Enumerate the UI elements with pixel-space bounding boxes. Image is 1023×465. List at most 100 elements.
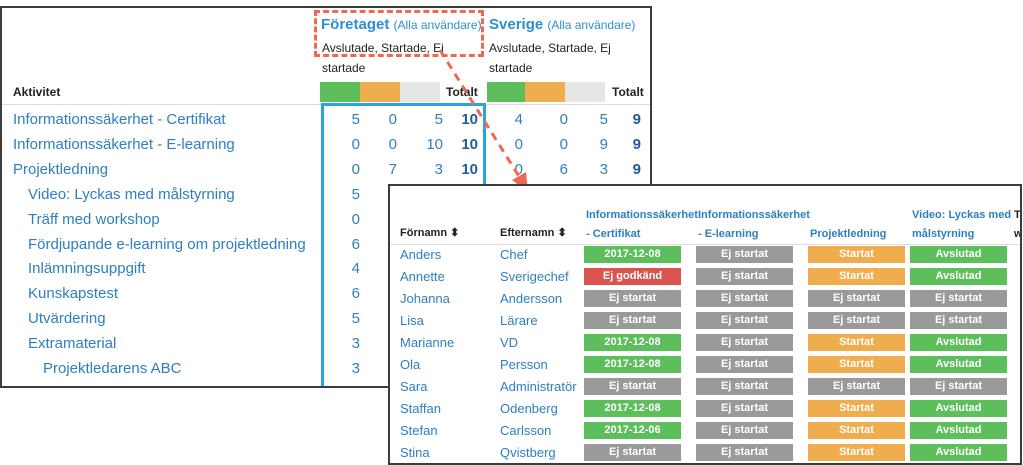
col-certifikat-header[interactable]: Informationssäkerhet - Certifikat bbox=[586, 206, 698, 244]
company-title[interactable]: Företaget bbox=[321, 16, 390, 33]
status-badge[interactable]: Ej startat bbox=[808, 378, 905, 395]
firstname-link[interactable]: Marianne bbox=[400, 335, 455, 350]
status-badge[interactable]: 2017-12-08 bbox=[584, 246, 681, 263]
lastname-sort-header[interactable]: Efternamn ⬍ bbox=[500, 227, 567, 239]
activity-name-link[interactable]: Kunskapstest bbox=[28, 285, 119, 303]
company-count-cell[interactable]: 0 bbox=[351, 160, 360, 178]
status-badge[interactable]: Avslutad bbox=[910, 422, 1007, 439]
status-badge[interactable]: Ej startat bbox=[808, 290, 905, 307]
activity-name-link[interactable]: Träff med workshop bbox=[28, 210, 160, 228]
company-count-cell[interactable]: 6 bbox=[351, 235, 360, 253]
status-badge[interactable]: Ej startat bbox=[584, 290, 681, 307]
activity-row[interactable]: Träff med workshop 0 bbox=[2, 208, 650, 233]
company-count-cell[interactable]: 5 bbox=[351, 310, 360, 328]
country-count-cell[interactable]: 4 bbox=[514, 111, 523, 128]
status-badge[interactable]: Ej startat bbox=[584, 444, 681, 461]
country-count-cell[interactable]: 0 bbox=[559, 111, 568, 128]
status-badge[interactable]: Ej startat bbox=[696, 444, 793, 461]
status-badge[interactable]: 2017-12-08 bbox=[584, 400, 681, 417]
col-projektledning-header[interactable]: Projektledning bbox=[810, 228, 887, 240]
status-badge[interactable]: Ej startat bbox=[584, 312, 681, 329]
status-badge[interactable]: 2017-12-06 bbox=[584, 422, 681, 439]
col-next-header[interactable]: T w bbox=[1014, 206, 1020, 244]
col-video-header[interactable]: Video: Lyckas med målstyrning bbox=[912, 206, 1011, 244]
status-badge[interactable]: Avslutad bbox=[910, 334, 1007, 351]
lastname-link[interactable]: Persson bbox=[500, 357, 548, 372]
status-badge[interactable]: Avslutad bbox=[910, 268, 1007, 285]
status-badge[interactable]: Startat bbox=[808, 356, 905, 373]
status-badge[interactable]: Ej startat bbox=[696, 312, 793, 329]
activity-name-link[interactable]: Projektledarens ABC bbox=[43, 360, 182, 377]
firstname-link[interactable]: Johanna bbox=[400, 291, 450, 306]
company-count-cell[interactable]: 0 bbox=[351, 210, 360, 228]
company-column-header[interactable]: Företaget (Alla användare) bbox=[321, 16, 482, 33]
company-count-cell[interactable]: 5 bbox=[351, 111, 360, 128]
country-count-cell[interactable]: 0 bbox=[514, 135, 523, 153]
lastname-link[interactable]: Administratör bbox=[500, 379, 577, 394]
activity-row[interactable]: Utvärdering 5 bbox=[2, 307, 650, 332]
status-badge[interactable]: Ej startat bbox=[910, 290, 1007, 307]
status-badge[interactable]: Avslutad bbox=[910, 400, 1007, 417]
company-count-cell[interactable]: 3 bbox=[351, 335, 360, 353]
country-total-cell[interactable]: 9 bbox=[632, 160, 641, 178]
activity-name-link[interactable]: Projektledning bbox=[13, 160, 109, 178]
country-count-cell[interactable]: 9 bbox=[599, 135, 608, 153]
lastname-link[interactable]: Lärare bbox=[500, 313, 538, 328]
lastname-link[interactable]: VD bbox=[500, 335, 519, 350]
activity-row[interactable]: Video: Lyckas med målstyrning 5 bbox=[2, 183, 650, 208]
firstname-link[interactable]: Sara bbox=[400, 379, 428, 394]
status-badge[interactable]: Ej startat bbox=[696, 268, 793, 285]
lastname-link[interactable]: Odenberg bbox=[500, 401, 558, 416]
company-count-cell[interactable]: 6 bbox=[351, 285, 360, 303]
company-count-cell[interactable]: 0 bbox=[388, 135, 397, 153]
country-user-filter[interactable]: (Alla användare) bbox=[547, 18, 636, 32]
firstname-link[interactable]: Lisa bbox=[400, 313, 424, 328]
firstname-link[interactable]: Anders bbox=[400, 247, 442, 262]
country-count-cell[interactable]: 3 bbox=[599, 160, 608, 178]
company-count-cell[interactable]: 4 bbox=[351, 260, 360, 278]
company-count-cell[interactable]: 0 bbox=[388, 111, 397, 128]
firstname-sort-header[interactable]: Förnamn ⬍ bbox=[400, 227, 460, 239]
country-count-cell[interactable]: 0 bbox=[514, 160, 523, 178]
status-badge[interactable]: Ej startat bbox=[696, 356, 793, 373]
status-badge[interactable]: Startat bbox=[808, 268, 905, 285]
status-badge[interactable]: Ej startat bbox=[808, 312, 905, 329]
lastname-link[interactable]: Carlsson bbox=[500, 423, 552, 438]
status-badge[interactable]: Startat bbox=[808, 400, 905, 417]
country-column-header[interactable]: Sverige (Alla användare) bbox=[489, 16, 635, 33]
company-user-filter[interactable]: (Alla användare) bbox=[393, 18, 482, 32]
activity-row[interactable]: Fördjupande e-learning om projektledning… bbox=[2, 233, 650, 258]
status-badge[interactable]: Ej startat bbox=[696, 422, 793, 439]
status-badge[interactable]: Ej startat bbox=[696, 290, 793, 307]
activity-row[interactable]: Inlämningsuppgift 4 bbox=[2, 257, 650, 282]
activity-row[interactable]: Kunskapstest 6 bbox=[2, 282, 650, 307]
company-count-cell[interactable]: 5 bbox=[351, 185, 360, 203]
country-total-cell[interactable]: 9 bbox=[632, 135, 641, 153]
status-badge[interactable]: Ej startat bbox=[696, 334, 793, 351]
status-badge[interactable]: Startat bbox=[808, 334, 905, 351]
company-count-cell[interactable]: 7 bbox=[388, 160, 397, 178]
firstname-link[interactable]: Stina bbox=[400, 445, 430, 460]
country-count-cell[interactable]: 0 bbox=[559, 135, 568, 153]
activity-name-link[interactable]: Extramaterial bbox=[28, 335, 117, 353]
activity-row[interactable]: Extramaterial 3 bbox=[2, 332, 650, 357]
company-count-cell[interactable]: 3 bbox=[351, 360, 360, 377]
activity-name-link[interactable]: Utvärdering bbox=[28, 310, 106, 328]
activity-name-link[interactable]: Informationssäkerhet - E-learning bbox=[13, 135, 235, 153]
activity-name-link[interactable]: Inlämningsuppgift bbox=[28, 260, 146, 278]
status-badge[interactable]: Startat bbox=[808, 422, 905, 439]
activity-name-link[interactable]: Informationssäkerhet - Certifikat bbox=[13, 111, 226, 128]
lastname-link[interactable]: Chef bbox=[500, 247, 528, 262]
status-badge[interactable]: 2017-12-08 bbox=[584, 334, 681, 351]
status-badge[interactable]: Ej startat bbox=[910, 378, 1007, 395]
status-badge[interactable]: Avslutad bbox=[910, 444, 1007, 461]
activity-name-link[interactable]: Fördjupande e-learning om projektledning bbox=[28, 235, 306, 253]
col-elearning-header[interactable]: Informationssäkerhet - E-learning bbox=[698, 206, 810, 244]
activity-row[interactable]: Projektledarens ABC 3 bbox=[2, 357, 650, 382]
firstname-link[interactable]: Stefan bbox=[400, 423, 438, 438]
status-badge[interactable]: Ej startat bbox=[696, 246, 793, 263]
company-count-cell[interactable]: 0 bbox=[351, 135, 360, 153]
status-badge[interactable]: Avslutad bbox=[910, 356, 1007, 373]
firstname-link[interactable]: Ola bbox=[400, 357, 421, 372]
status-badge[interactable]: Avslutad bbox=[910, 246, 1007, 263]
